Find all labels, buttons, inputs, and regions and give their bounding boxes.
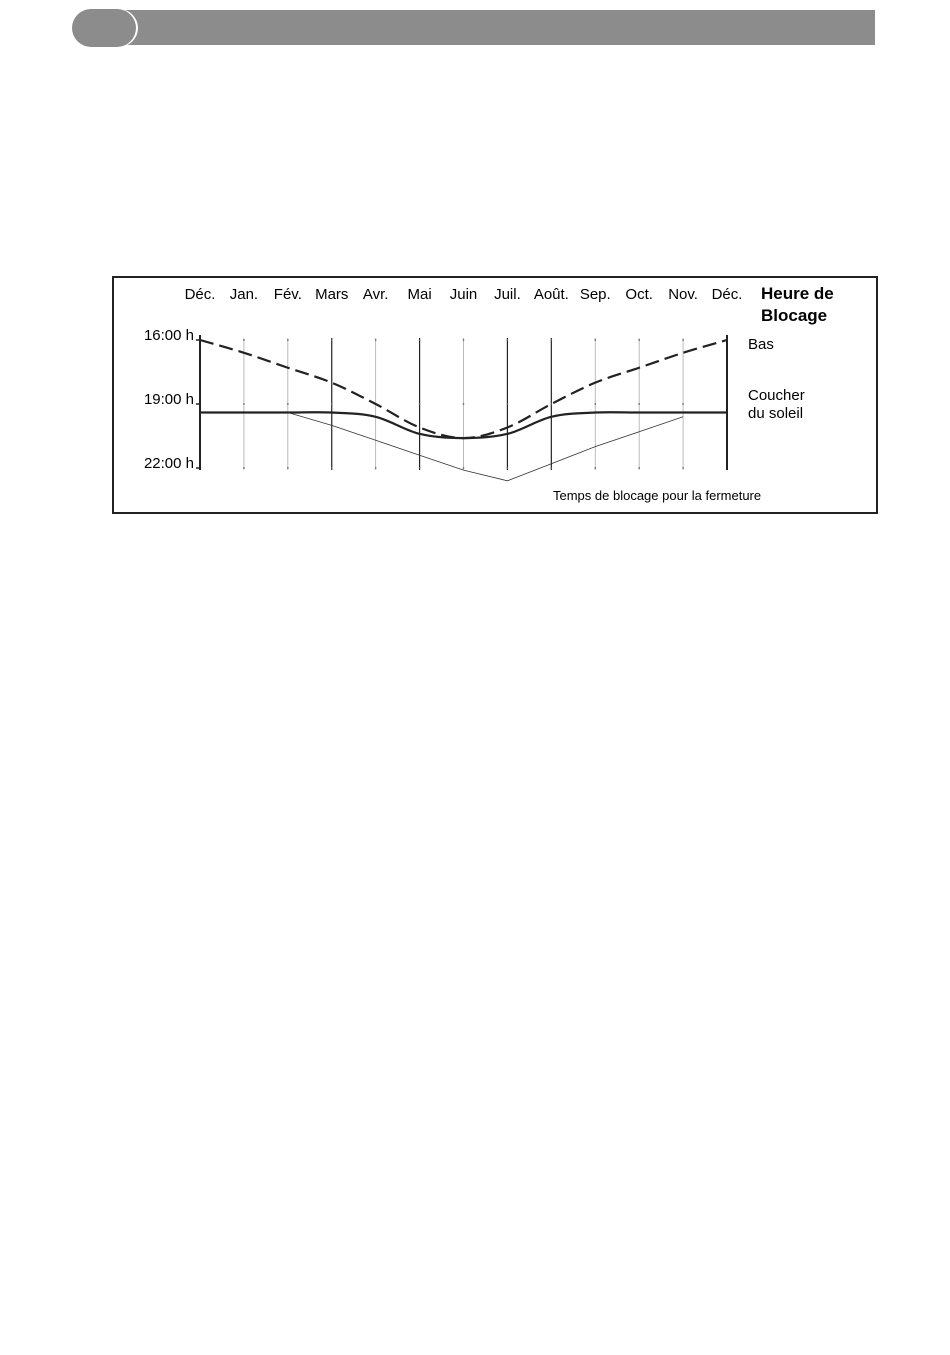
grid-dot [331,467,333,469]
month-label: Juin [450,286,478,303]
month-label: Mars [315,286,348,303]
month-label: Juil. [494,286,521,303]
legend-title: Heure de [761,284,834,303]
grid-dot [506,403,509,405]
month-label: Jan. [230,286,258,303]
grid-dot [243,467,245,469]
grid-dot [418,467,421,469]
month-label: Avr. [363,286,389,303]
blocking-time-annotation: Temps de blocage pour la fermeture [553,488,761,503]
legend-coucher: du soleil [748,405,803,422]
y-tick-label: 16:00 h [144,327,194,344]
month-label: Août. [534,286,569,303]
grid-dot [462,339,465,341]
grid-dot [506,339,509,341]
month-label: Sep. [580,286,611,303]
series-line [287,412,684,482]
grid-dot [331,339,333,341]
grid-dot [287,467,289,469]
grid-dot [594,403,596,405]
grid-dot [550,339,553,341]
grid-dot [550,467,553,469]
legend-coucher: Coucher [748,387,805,404]
month-label: Nov. [668,286,698,303]
grid-dot [331,403,333,405]
chart-frame [112,276,878,514]
grid-dot [594,467,596,469]
month-label: Mai [407,286,431,303]
grid-dot [638,467,640,469]
month-label: Fév. [274,286,302,303]
legend-bas: Bas [748,336,774,353]
grid-dot [243,339,245,341]
month-label: Oct. [625,286,653,303]
grid-dot [374,467,377,469]
grid-dot [594,339,596,341]
grid-dot [418,339,421,341]
grid-dot [374,339,377,341]
grid-dot [506,467,509,469]
grid-dot [287,403,289,405]
grid-dot [682,403,684,405]
grid-dot [418,403,421,405]
header-tab-marker [72,9,136,47]
grid-dot [287,339,289,341]
month-label: Déc. [185,286,216,303]
y-tick-label: 22:00 h [144,455,194,472]
grid-dot [550,403,553,405]
grid-dot [682,467,684,469]
month-label: Déc. [712,286,743,303]
grid-dot [638,339,640,341]
series-line [200,411,727,440]
grid-dot [682,339,684,341]
legend-title: Blocage [761,306,827,325]
y-tick-label: 19:00 h [144,391,194,408]
header-bar [110,10,875,45]
grid-dot [243,403,245,405]
grid-dot [638,403,640,405]
grid-dot [462,403,465,405]
grid-dot [462,467,465,469]
